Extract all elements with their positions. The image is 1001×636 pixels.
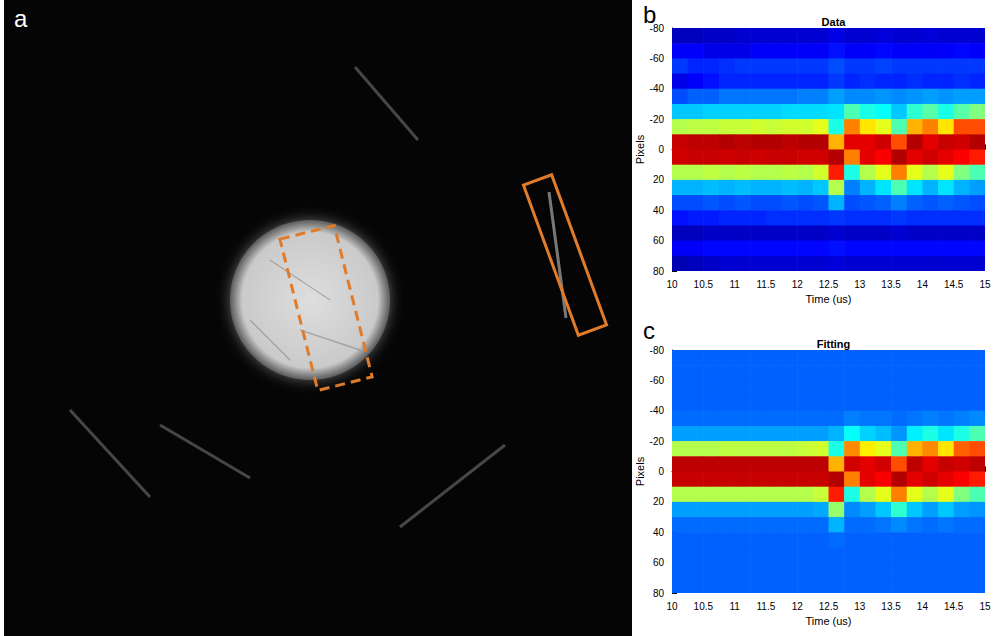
svg-text:60: 60 (653, 557, 665, 568)
svg-text:a: a (14, 5, 28, 32)
svg-text:0: 0 (658, 144, 664, 155)
svg-text:Pixels: Pixels (634, 134, 646, 164)
svg-text:20: 20 (653, 496, 665, 507)
svg-text:-80: -80 (650, 23, 665, 34)
svg-text:20: 20 (653, 174, 665, 185)
svg-text:Time (us): Time (us) (805, 293, 851, 305)
svg-text:c: c (643, 317, 655, 344)
svg-text:80: 80 (653, 266, 665, 277)
svg-text:12.5: 12.5 (819, 601, 839, 612)
svg-text:12: 12 (792, 279, 804, 290)
svg-text:14: 14 (917, 601, 929, 612)
svg-text:-20: -20 (650, 436, 665, 447)
svg-text:14.5: 14.5 (944, 601, 964, 612)
svg-text:11: 11 (729, 601, 740, 612)
svg-text:-40: -40 (650, 83, 665, 94)
svg-text:-60: -60 (650, 375, 665, 386)
svg-text:80: 80 (653, 588, 665, 599)
svg-text:10: 10 (666, 601, 678, 612)
svg-text:14.5: 14.5 (944, 279, 964, 290)
svg-text:12: 12 (792, 601, 804, 612)
svg-text:b: b (643, 0, 657, 28)
svg-text:14: 14 (917, 279, 929, 290)
svg-text:-40: -40 (650, 405, 665, 416)
svg-text:10.5: 10.5 (694, 601, 714, 612)
svg-text:0: 0 (658, 466, 664, 477)
svg-text:Time (us): Time (us) (805, 615, 851, 627)
svg-text:40: 40 (653, 205, 665, 216)
svg-text:13: 13 (854, 601, 866, 612)
svg-text:15: 15 (979, 279, 991, 290)
svg-text:11.5: 11.5 (757, 601, 776, 612)
svg-text:13: 13 (854, 279, 866, 290)
svg-text:60: 60 (653, 235, 665, 246)
svg-text:-20: -20 (650, 114, 665, 125)
svg-text:10.5: 10.5 (694, 279, 714, 290)
svg-text:11: 11 (729, 279, 740, 290)
svg-text:-60: -60 (650, 53, 665, 64)
svg-text:40: 40 (653, 527, 665, 538)
svg-text:13.5: 13.5 (881, 601, 901, 612)
svg-text:Data: Data (822, 16, 847, 28)
svg-text:13.5: 13.5 (881, 279, 901, 290)
svg-text:15: 15 (979, 601, 991, 612)
svg-text:-80: -80 (650, 345, 665, 356)
svg-text:10: 10 (666, 279, 678, 290)
svg-text:11.5: 11.5 (757, 279, 776, 290)
svg-text:Fitting: Fitting (817, 338, 851, 350)
svg-text:12.5: 12.5 (819, 279, 839, 290)
svg-text:Pixels: Pixels (634, 456, 646, 486)
